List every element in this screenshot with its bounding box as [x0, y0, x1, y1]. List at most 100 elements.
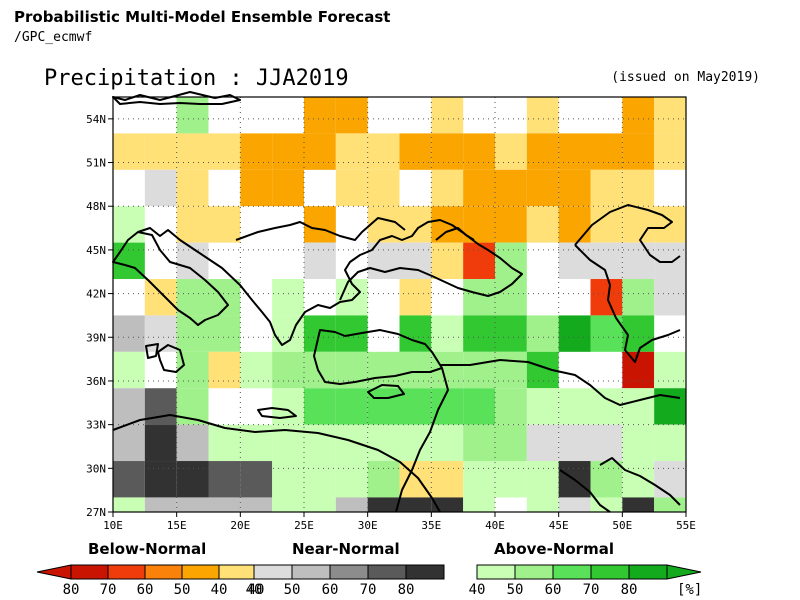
grid-cell — [622, 206, 655, 243]
grid-cell — [590, 497, 623, 512]
legend-tick-label: 80 — [621, 582, 638, 598]
grid-cell — [431, 461, 464, 498]
legend-swatch — [107, 564, 146, 580]
grid-cell — [463, 497, 495, 512]
legend-tick-label: 80 — [63, 582, 80, 598]
grid-cell — [590, 461, 623, 498]
legend-tick-label: 40 — [246, 582, 263, 598]
grid-cell — [431, 169, 464, 207]
grid-cell — [113, 461, 145, 498]
lat-tick-label: 33N — [86, 419, 106, 432]
legend-below-title: Below-Normal — [88, 540, 207, 558]
grid-cell — [272, 279, 304, 316]
grid-cell — [431, 242, 464, 280]
legend-swatch — [291, 564, 331, 580]
legend-arrow — [666, 564, 702, 580]
grid-cell — [176, 206, 209, 243]
grid-cell — [495, 169, 527, 207]
grid-cell — [304, 461, 336, 498]
grid-cell — [622, 97, 655, 134]
grid-cell — [240, 133, 273, 170]
grid-cell — [590, 133, 623, 170]
grid-cell — [176, 133, 209, 170]
grid-cell — [526, 497, 559, 512]
legend-tick-label: 50 — [507, 582, 524, 598]
grid-cell — [590, 169, 623, 207]
lon-tick-label: 40E — [485, 519, 505, 532]
grid-cell — [367, 424, 400, 462]
grid-cell — [113, 351, 145, 389]
grid-cell — [431, 315, 464, 352]
grid-cell — [176, 279, 209, 316]
grid-cell — [240, 497, 273, 512]
grid-cell — [399, 351, 432, 389]
grid-cell — [654, 133, 686, 170]
grid-cell — [526, 315, 559, 352]
grid-cell — [208, 424, 241, 462]
grid-cell — [654, 97, 686, 134]
grid-cell — [622, 351, 655, 389]
grid-cell — [335, 424, 368, 462]
grid-cell — [622, 424, 655, 462]
lon-tick-label: 25E — [294, 519, 314, 532]
grid-cell — [304, 424, 336, 462]
legend-tick-label: 40 — [469, 582, 486, 598]
grid-cell — [144, 169, 177, 207]
grid-cell — [463, 461, 495, 498]
grid-cell — [431, 206, 464, 243]
grid-cell — [272, 497, 304, 512]
grid-cell — [208, 351, 241, 389]
grid-cell — [304, 497, 336, 512]
grid-cell — [526, 97, 559, 134]
grid-cell — [335, 461, 368, 498]
grid-cell — [495, 315, 527, 352]
legend-unit: [%] — [677, 582, 702, 598]
grid-cell — [526, 461, 559, 498]
grid-cell — [654, 351, 686, 389]
probability-grid — [113, 97, 686, 512]
grid-cell — [144, 497, 177, 512]
legend-tick-label: 70 — [583, 582, 600, 598]
grid-cell — [590, 424, 623, 462]
grid-cell — [113, 206, 145, 243]
latitude-axis: 54N 51N 48N 45N 42N 39N 36N 33N 30N 27N — [86, 113, 113, 519]
legend-swatch — [70, 564, 109, 580]
lat-tick-label: 48N — [86, 200, 106, 213]
lon-tick-label: 35E — [421, 519, 441, 532]
grid-cell — [431, 424, 464, 462]
grid-cell — [495, 424, 527, 462]
legend-below-normal: 80 70 60 50 40 40 — [36, 564, 265, 598]
grid-cell — [367, 133, 400, 170]
grid-cell — [431, 388, 464, 425]
grid-cell — [558, 388, 591, 425]
grid-cell — [272, 388, 304, 425]
grid-cell — [304, 388, 336, 425]
legend-swatch — [329, 564, 369, 580]
legend-swatch — [218, 564, 257, 580]
lat-tick-label: 42N — [86, 288, 106, 301]
grid-cell — [176, 461, 209, 498]
legend-tick-label: 40 — [211, 582, 228, 598]
grid-cell — [558, 242, 591, 280]
map-frame — [112, 96, 687, 513]
lat-tick-label: 51N — [86, 157, 106, 170]
grid-cell — [463, 315, 495, 352]
grid-cell — [176, 497, 209, 512]
grid-cell — [367, 461, 400, 498]
grid-cell — [335, 133, 368, 170]
grid-cell — [272, 133, 304, 170]
grid-cell — [622, 133, 655, 170]
legend-near-normal: 40 50 60 70 80 — [246, 564, 445, 598]
grid-cell — [113, 424, 145, 462]
grid-cell — [558, 315, 591, 352]
grid-cell — [622, 388, 655, 425]
grid-cell — [144, 133, 177, 170]
lat-tick-label: 30N — [86, 462, 106, 475]
legend-near-title: Near-Normal — [292, 540, 400, 558]
grid-cell — [113, 497, 145, 512]
legend-swatch — [405, 564, 445, 580]
grid-cell — [526, 133, 559, 170]
legend-tick-label: 40 — [248, 582, 265, 598]
grid-cell — [304, 206, 336, 243]
